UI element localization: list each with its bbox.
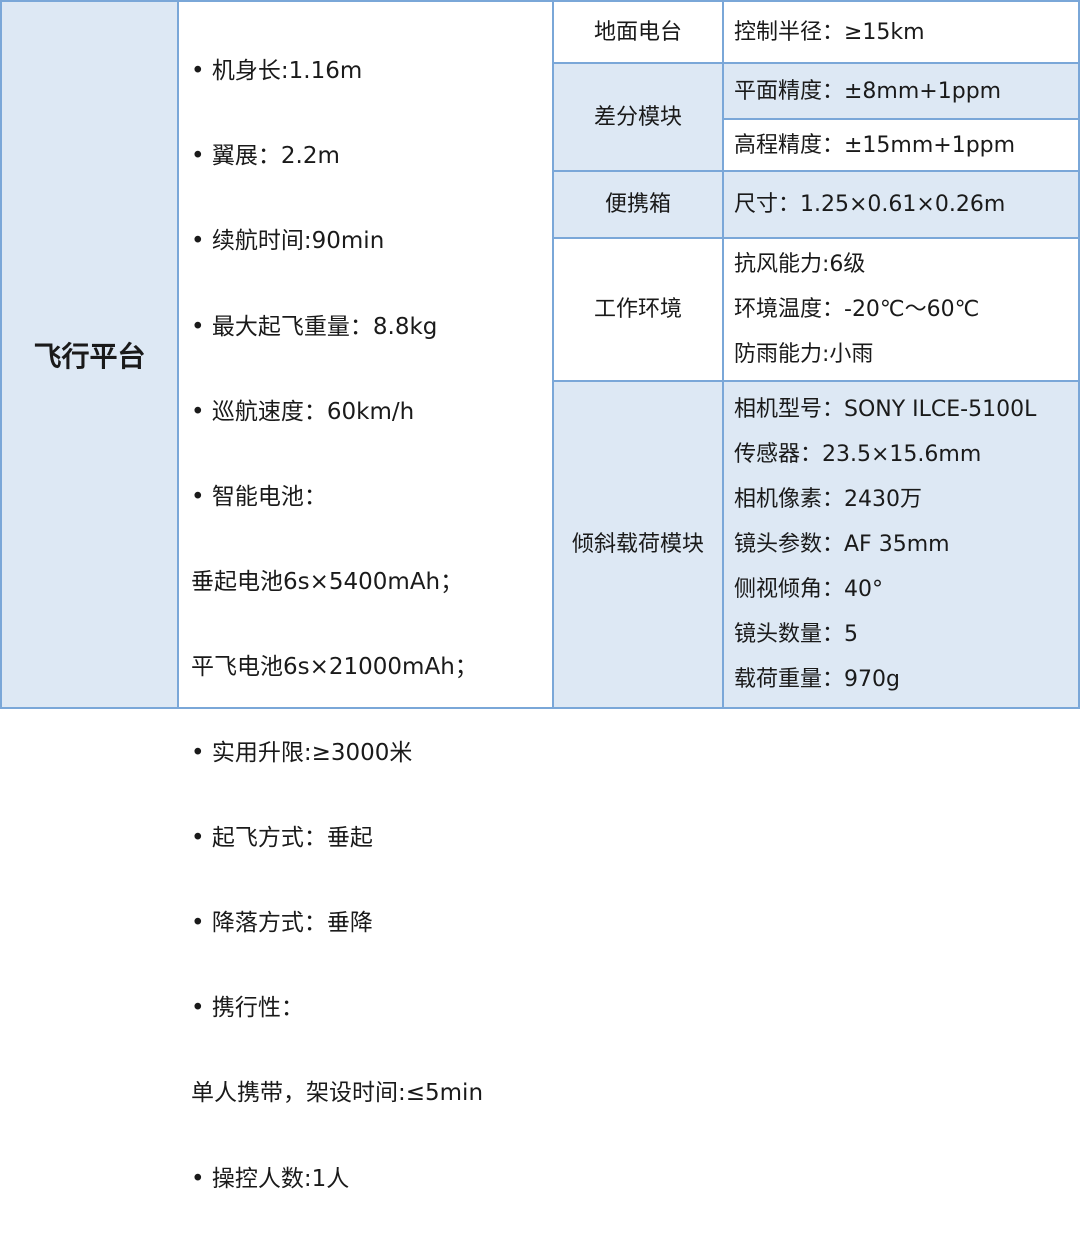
row-value: 尺寸：1.25×0.61×0.26m	[734, 192, 1006, 217]
flight-platform-label: 飞行平台	[33, 339, 146, 373]
flight-platform-specs-cell: • 机身长:1.16m • 翼展：2.2m • 续航时间:90min • 最大起…	[177, 0, 554, 1192]
oblique-payload-label-cell: 倾斜载荷模块	[552, 380, 724, 709]
row-value: 相机型号：SONY ILCE-5100L	[734, 397, 1037, 422]
environment-label-cell: 工作环境	[552, 237, 724, 382]
flight-platform-spec-list: • 机身长:1.16m • 翼展：2.2m • 续航时间:90min • 最大起…	[191, 10, 483, 1241]
row-label: 差分模块	[593, 104, 682, 130]
spec-item: • 智能电池：	[191, 484, 327, 511]
spec-item: • 操控人数:1人	[191, 1165, 350, 1192]
environment-value-cell: 抗风能力:6级 环境温度：-20℃～60℃ 防雨能力:小雨	[722, 237, 1080, 382]
row-value: 传感器：23.5×15.6mm	[734, 442, 982, 467]
spec-item: • 续航时间:90min	[191, 228, 385, 255]
ground-radio-label-cell: 地面电台	[552, 0, 724, 64]
flight-platform-label-cell: 飞行平台	[0, 0, 179, 709]
row-value: 镜头数量：5	[734, 622, 858, 647]
row-value: 平面精度：±8mm+1ppm	[734, 78, 1002, 104]
spec-item: • 降落方式：垂降	[191, 910, 373, 937]
ground-radio-value-cell: 控制半径：≥15km	[722, 0, 1080, 64]
carry-case-value-cell: 尺寸：1.25×0.61×0.26m	[722, 170, 1080, 239]
spec-item: • 巡航速度：60km/h	[191, 398, 415, 425]
spec-item: • 实用升限:≥3000米	[191, 739, 413, 766]
differential-module-label-cell: 差分模块	[552, 62, 724, 172]
row-label: 便携箱	[604, 192, 671, 217]
spec-item: 垂起电池6s×5400mAh；	[191, 569, 464, 596]
row-value: 侧视倾角：40°	[734, 577, 883, 602]
row-value: 防雨能力:小雨	[734, 342, 874, 367]
row-value: 抗风能力:6级	[734, 252, 866, 277]
row-label: 地面电台	[593, 19, 682, 45]
spec-item: 平飞电池6s×21000mAh；	[191, 654, 478, 681]
spec-item: • 携行性：	[191, 995, 304, 1022]
spec-item: • 起飞方式：垂起	[191, 824, 373, 851]
row-label: 倾斜载荷模块	[571, 532, 704, 557]
spec-item: 单人携带，架设时间:≤5min	[191, 1080, 484, 1107]
differential-module-value-cell: 高程精度：±15mm+1ppm	[722, 118, 1080, 172]
spec-item: • 最大起飞重量：8.8kg	[191, 313, 438, 340]
row-value: 环境温度：-20℃～60℃	[734, 297, 980, 322]
spec-item: • 机身长:1.16m	[191, 58, 363, 84]
row-value: 相机像素：2430万	[734, 487, 922, 512]
oblique-payload-value-cell: 相机型号：SONY ILCE-5100L 传感器：23.5×15.6mm 相机像…	[722, 380, 1080, 709]
row-label: 工作环境	[593, 297, 682, 322]
spec-item: • 翼展：2.2m	[191, 143, 340, 170]
row-value: 镜头参数：AF 35mm	[734, 532, 950, 557]
carry-case-label-cell: 便携箱	[552, 170, 724, 239]
differential-module-value-cell: 平面精度：±8mm+1ppm	[722, 62, 1080, 120]
row-value: 控制半径：≥15km	[734, 19, 925, 45]
row-value: 高程精度：±15mm+1ppm	[734, 132, 1016, 158]
row-value: 载荷重量：970g	[734, 667, 900, 692]
